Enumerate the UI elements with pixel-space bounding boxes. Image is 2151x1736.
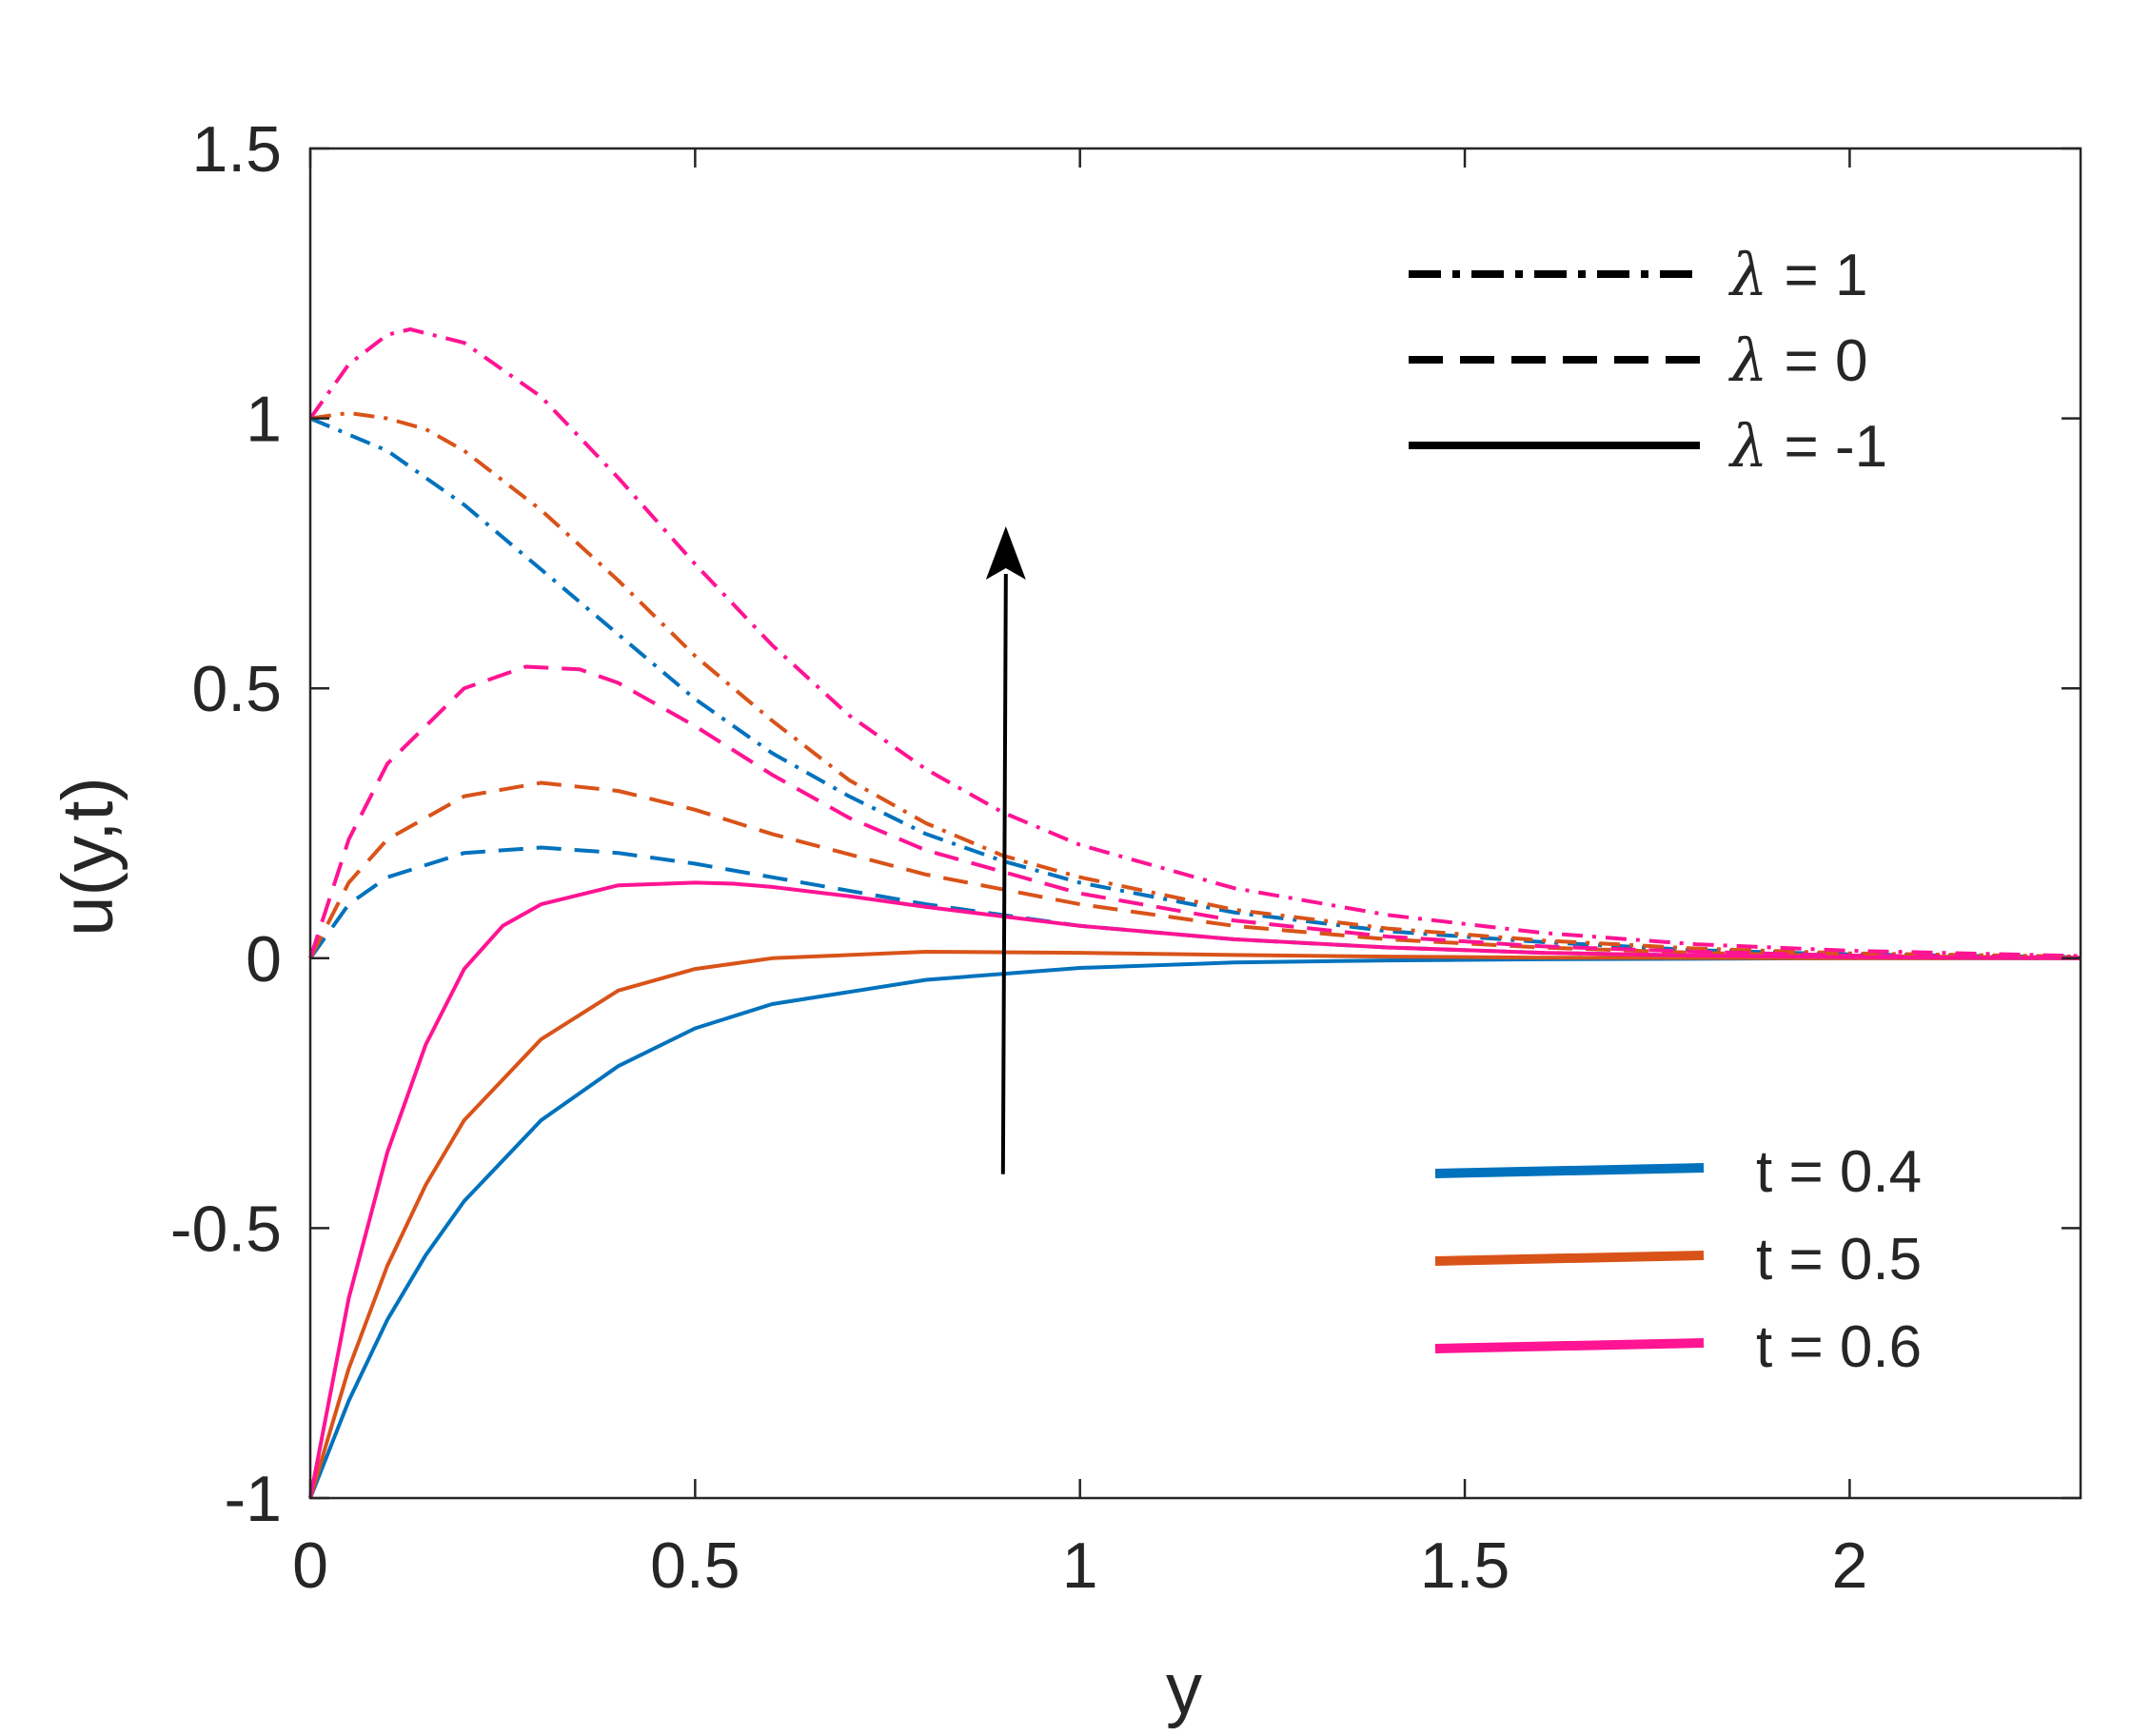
x-tick-label: 0 (292, 1529, 328, 1602)
y-tick-label: 1.5 (191, 113, 282, 186)
y-tick-label: -1 (225, 1463, 282, 1535)
x-axis-label: y (1166, 1648, 1202, 1729)
y-axis-label: u(y,t) (48, 777, 128, 936)
plot-frame (308, 147, 2082, 1500)
tick-labels: 0 0.5 1 1.5 2 -1 -0.5 0 0.5 1 1.5 (170, 113, 1867, 1602)
y-tick-label: 0.5 (191, 653, 282, 725)
lambda-symbol: λ (1727, 326, 1767, 395)
y-tick-label: -0.5 (170, 1193, 282, 1265)
legend-color-label: t = 0.4 (1756, 1139, 1922, 1205)
plot-series (308, 327, 2082, 1499)
legend-time-colors: t = 0.4 t = 0.5 t = 0.6 (1434, 1139, 1922, 1380)
lambda-symbol: λ (1727, 240, 1767, 309)
series-line-t06-lambda-m1 (308, 880, 2082, 1499)
series-line-t05-lambda-m1 (308, 950, 2081, 1499)
series-line-t05-lambda-0 (308, 780, 2082, 960)
legend-style-value: = -1 (1767, 414, 1887, 480)
legend-style-label: λ = 0 (1727, 326, 1867, 395)
lambda-symbol: λ (1727, 411, 1767, 481)
y-tick-label: 1 (246, 384, 282, 456)
x-tick-label: 1 (1062, 1529, 1098, 1602)
series-line-t04-lambda-m1 (308, 956, 2081, 1499)
legend-color-line (1434, 1338, 1705, 1353)
legend-style-value: = 1 (1767, 243, 1867, 308)
legend-style-value: = 0 (1767, 328, 1867, 394)
legend-color-line (1434, 1163, 1705, 1178)
legend-color-label: t = 0.6 (1756, 1314, 1922, 1380)
series-line-t06-lambda-0 (308, 664, 2082, 960)
arrow-shaft (1000, 574, 1008, 1174)
legend-color-line (1434, 1251, 1705, 1266)
arrow-head (985, 526, 1026, 581)
y-tick-label: 0 (246, 923, 282, 996)
legend-line-styles: λ = 1λ = 0λ = -1 (1409, 240, 1887, 481)
legend-style-label: λ = 1 (1727, 240, 1867, 309)
trend-arrow (985, 526, 1026, 1174)
axis-ticks (308, 147, 2081, 1500)
series-line-t05-lambda-1 (309, 410, 2082, 959)
x-tick-label: 1.5 (1420, 1529, 1510, 1602)
legend-style-label: λ = -1 (1727, 411, 1887, 481)
legend-color-label: t = 0.5 (1756, 1227, 1922, 1292)
series-line-t04-lambda-1 (309, 416, 2082, 959)
x-tick-label: 2 (1831, 1529, 1867, 1602)
series-line-t06-lambda-1 (308, 327, 2082, 958)
x-tick-label: 0.5 (650, 1529, 740, 1602)
